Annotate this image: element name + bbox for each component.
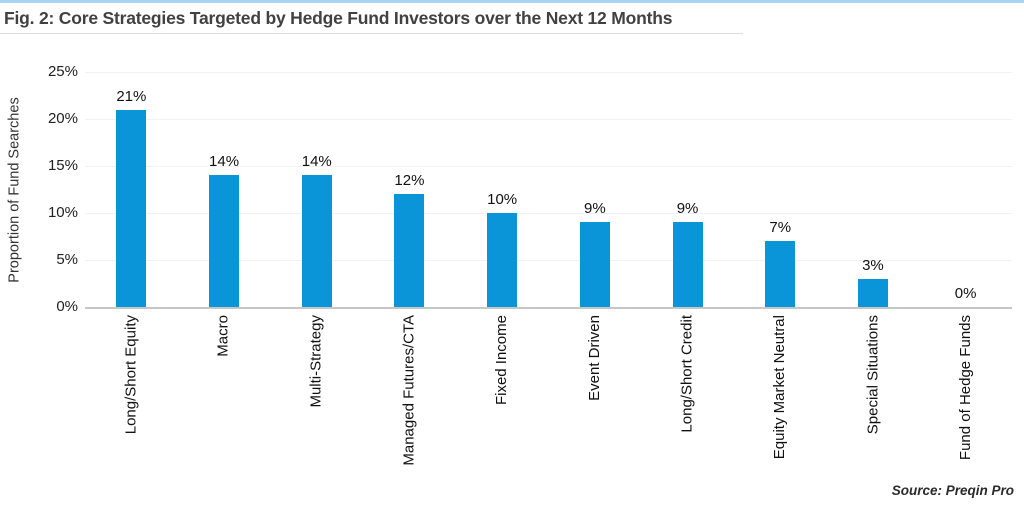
bar-value-label: 3% [862,256,884,274]
gridline-25 [85,71,1012,73]
bar-value-label: 9% [584,200,606,218]
bar-value-label: 14% [301,153,332,171]
bar-8 [765,241,796,307]
gridline-20 [85,118,1012,120]
y-tick-label: 20% [47,110,78,127]
bar-1 [116,109,147,307]
gridline-15 [85,165,1012,167]
y-tick-label: 10% [47,204,78,221]
top-accent-rule [0,0,1024,3]
bar-value-label: 12% [394,172,425,190]
source-note: Source: Preqin Pro [891,483,1014,498]
bar-9 [857,278,888,307]
bar-3 [301,175,332,307]
bar-2 [209,175,240,307]
chart-title: Fig. 2: Core Strategies Targeted by Hedg… [4,8,673,28]
y-tick-label: 15% [47,157,78,174]
bar-4 [394,194,425,307]
bar-6 [579,222,610,307]
bar-value-label: 21% [116,87,147,105]
y-tick-label: 5% [56,251,78,268]
gridline-5 [85,259,1012,261]
bar-value-label: 0% [954,285,977,302]
y-axis-title: Proportion of Fund Searches [7,96,24,283]
x-axis-line [85,307,1012,309]
y-tick-label: 0% [56,298,78,315]
bar-5 [487,213,518,307]
bar-7 [672,222,703,307]
bar-value-label: 10% [487,191,518,208]
bar-value-label: 7% [769,219,792,237]
bar-value-label: 14% [209,153,240,171]
gridline-10 [85,212,1012,214]
bar-value-label: 9% [676,200,699,218]
title-divider [0,33,743,34]
y-tick-label: 25% [47,63,78,80]
bar-chart-plot-area: 21% 14% 14% 12% 10% 9% 9% 7% 3% 0% [85,71,1012,309]
